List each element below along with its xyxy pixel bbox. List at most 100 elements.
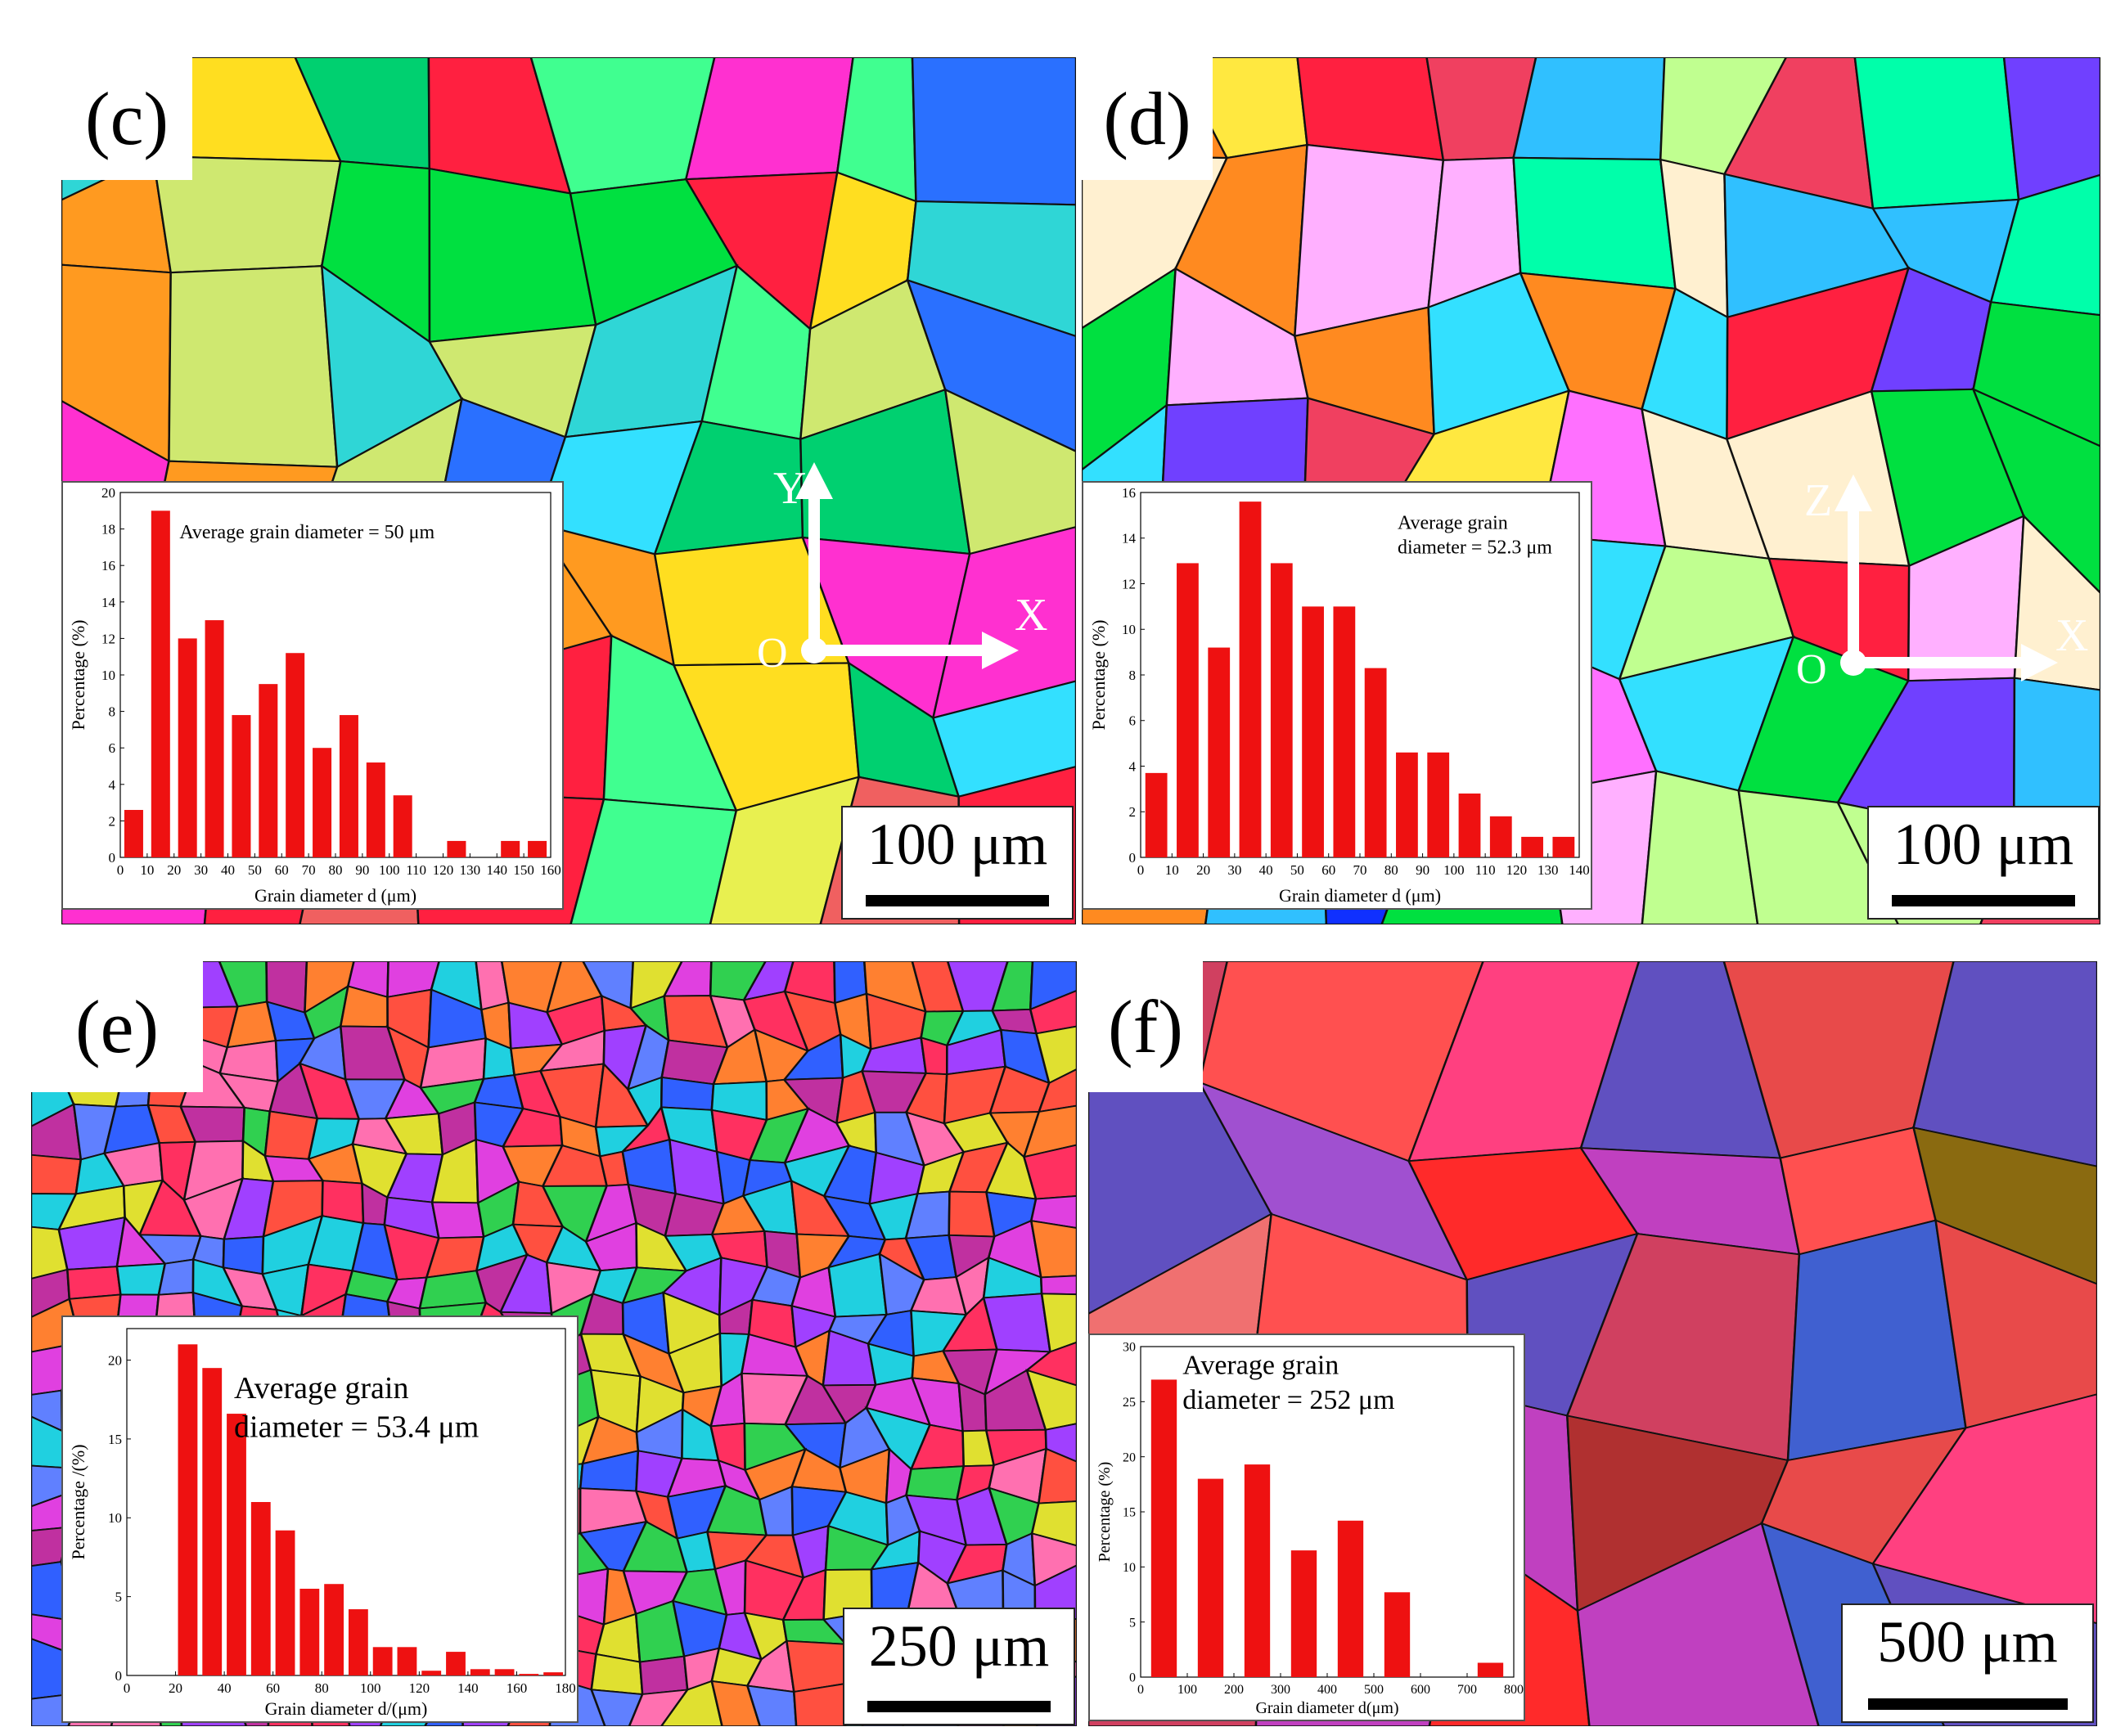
scale-bar-line: [1892, 895, 2075, 906]
x-tick-label: 140: [457, 1680, 479, 1696]
histogram-bar: [1489, 816, 1512, 857]
grain-cell: [1853, 57, 2020, 209]
grain-cell: [638, 1655, 689, 1696]
x-axis-label: Grain diameter d(μm): [1255, 1699, 1398, 1717]
x-tick-label: 500: [1364, 1683, 1384, 1697]
average-annotation: diameter = 53.4 μm: [234, 1410, 479, 1444]
y-tick-label: 14: [101, 595, 116, 610]
x-tick-label: 60: [1321, 862, 1335, 878]
y-axis-label: Percentage /(%): [68, 1444, 88, 1559]
x-tick-label: 0: [1137, 862, 1145, 878]
x-tick-label: 60: [275, 862, 289, 878]
x-tick-label: 600: [1411, 1683, 1430, 1697]
x-tick-label: 120: [1506, 862, 1528, 878]
y-tick-label: 25: [1123, 1396, 1136, 1410]
histogram-bar: [501, 840, 520, 857]
x-axis-label: Grain diameter d/(μm): [265, 1698, 428, 1719]
x-tick-label: 110: [406, 862, 426, 878]
y-tick-label: 20: [101, 485, 115, 501]
x-tick-label: 400: [1317, 1683, 1337, 1697]
axes-glyph-c: Y X O: [757, 462, 1047, 677]
grain-cell: [1030, 1500, 1077, 1547]
histogram-bar: [202, 1368, 223, 1675]
y-tick-label: 15: [108, 1432, 122, 1447]
grain-cell: [931, 526, 1076, 720]
histogram-bar: [275, 1530, 295, 1675]
histogram-bar: [1552, 836, 1575, 857]
y-tick-label: 5: [1129, 1616, 1136, 1630]
x-tick-label: 100: [379, 862, 400, 878]
grain-cell: [1029, 1219, 1077, 1279]
grain-cell: [2013, 514, 2100, 691]
x-tick-label: 90: [355, 862, 369, 878]
grain-cell: [710, 1680, 762, 1726]
grain-cell: [1039, 1275, 1077, 1296]
x-tick-label: 140: [487, 862, 508, 878]
y-tick-label: 4: [109, 777, 116, 793]
y-axis-label: Percentage (%): [1096, 1462, 1114, 1563]
scale-bar-c: 100 μm: [841, 806, 1074, 920]
histogram-bar: [470, 1669, 490, 1675]
y-tick-label: 10: [101, 668, 115, 683]
grain-cell: [911, 57, 1076, 206]
x-tick-label: 40: [221, 862, 235, 878]
x-tick-label: 10: [140, 862, 154, 878]
x-tick-label: 120: [433, 862, 454, 878]
scale-bar-line: [867, 1701, 1051, 1712]
grain-cell: [590, 1689, 644, 1726]
histogram-bar: [250, 1502, 271, 1675]
panel-label-f: (f): [1088, 961, 1203, 1092]
grain-cell: [1024, 1341, 1077, 1387]
grain-cell: [2002, 57, 2100, 201]
x-tick-label: 80: [315, 1680, 329, 1696]
arrow-right-icon: [2021, 644, 2058, 681]
panel-label-e: (e): [31, 961, 203, 1092]
average-annotation: Average grain: [234, 1371, 408, 1405]
histogram-inset-c: 0 10 20 30 40 50 60 70 80 90 100 110 120 130 140 150 160…: [61, 481, 564, 910]
x-tick-label: 20: [169, 1680, 182, 1696]
x-tick-label: 10: [1165, 862, 1179, 878]
histogram-bar: [313, 748, 332, 857]
grain-cell: [660, 1680, 723, 1726]
scale-bar-e: 250 μm: [843, 1608, 1075, 1725]
grain-cell: [1934, 1219, 2097, 1429]
y-tick-label: 0: [1129, 850, 1137, 866]
grain-cell: [943, 388, 1076, 555]
grain-cell: [1022, 1104, 1077, 1158]
grain-cell: [709, 776, 861, 924]
y-tick-label: 10: [1122, 622, 1136, 637]
grain-cell: [1737, 789, 1900, 924]
histogram-bar: [1396, 752, 1418, 857]
origin-dot: [801, 637, 827, 663]
x-tick-label: 160: [540, 862, 561, 878]
axis-label-horizontal: X: [1015, 590, 1047, 641]
origin-dot: [1840, 650, 1866, 676]
histogram-bar: [1244, 1464, 1271, 1677]
axes-glyph-d: Z X O: [1796, 474, 2088, 693]
y-tick-label: 10: [108, 1510, 122, 1526]
histogram-bar: [1145, 772, 1168, 857]
y-tick-label: 2: [1129, 804, 1137, 820]
grain-cell: [1029, 961, 1077, 1011]
histogram-bar: [324, 1584, 344, 1675]
grain-cell: [1972, 301, 2100, 447]
histogram-bar: [286, 653, 305, 857]
x-tick-label: 40: [218, 1680, 232, 1696]
histogram-bar: [372, 1647, 393, 1675]
histogram-bar: [1477, 1662, 1504, 1677]
axis-label-vertical: Z: [1804, 475, 1832, 526]
grain-cell: [1871, 1393, 2097, 1625]
x-tick-label: 40: [1259, 862, 1273, 878]
grain-cell: [1035, 1025, 1077, 1085]
scale-bar-label: 100 μm: [1893, 812, 2074, 877]
grain-cell: [1971, 387, 2100, 595]
axis-label-origin: O: [757, 630, 788, 677]
x-tick-label: 200: [1224, 1683, 1244, 1697]
y-tick-label: 15: [1123, 1506, 1136, 1520]
y-tick-label: 0: [115, 1668, 123, 1684]
histogram-bar: [543, 1672, 564, 1675]
y-tick-label: 4: [1129, 758, 1137, 774]
x-tick-label: 70: [1353, 862, 1367, 878]
grain-cell: [1576, 1522, 1820, 1726]
x-tick-label: 800: [1504, 1683, 1524, 1697]
